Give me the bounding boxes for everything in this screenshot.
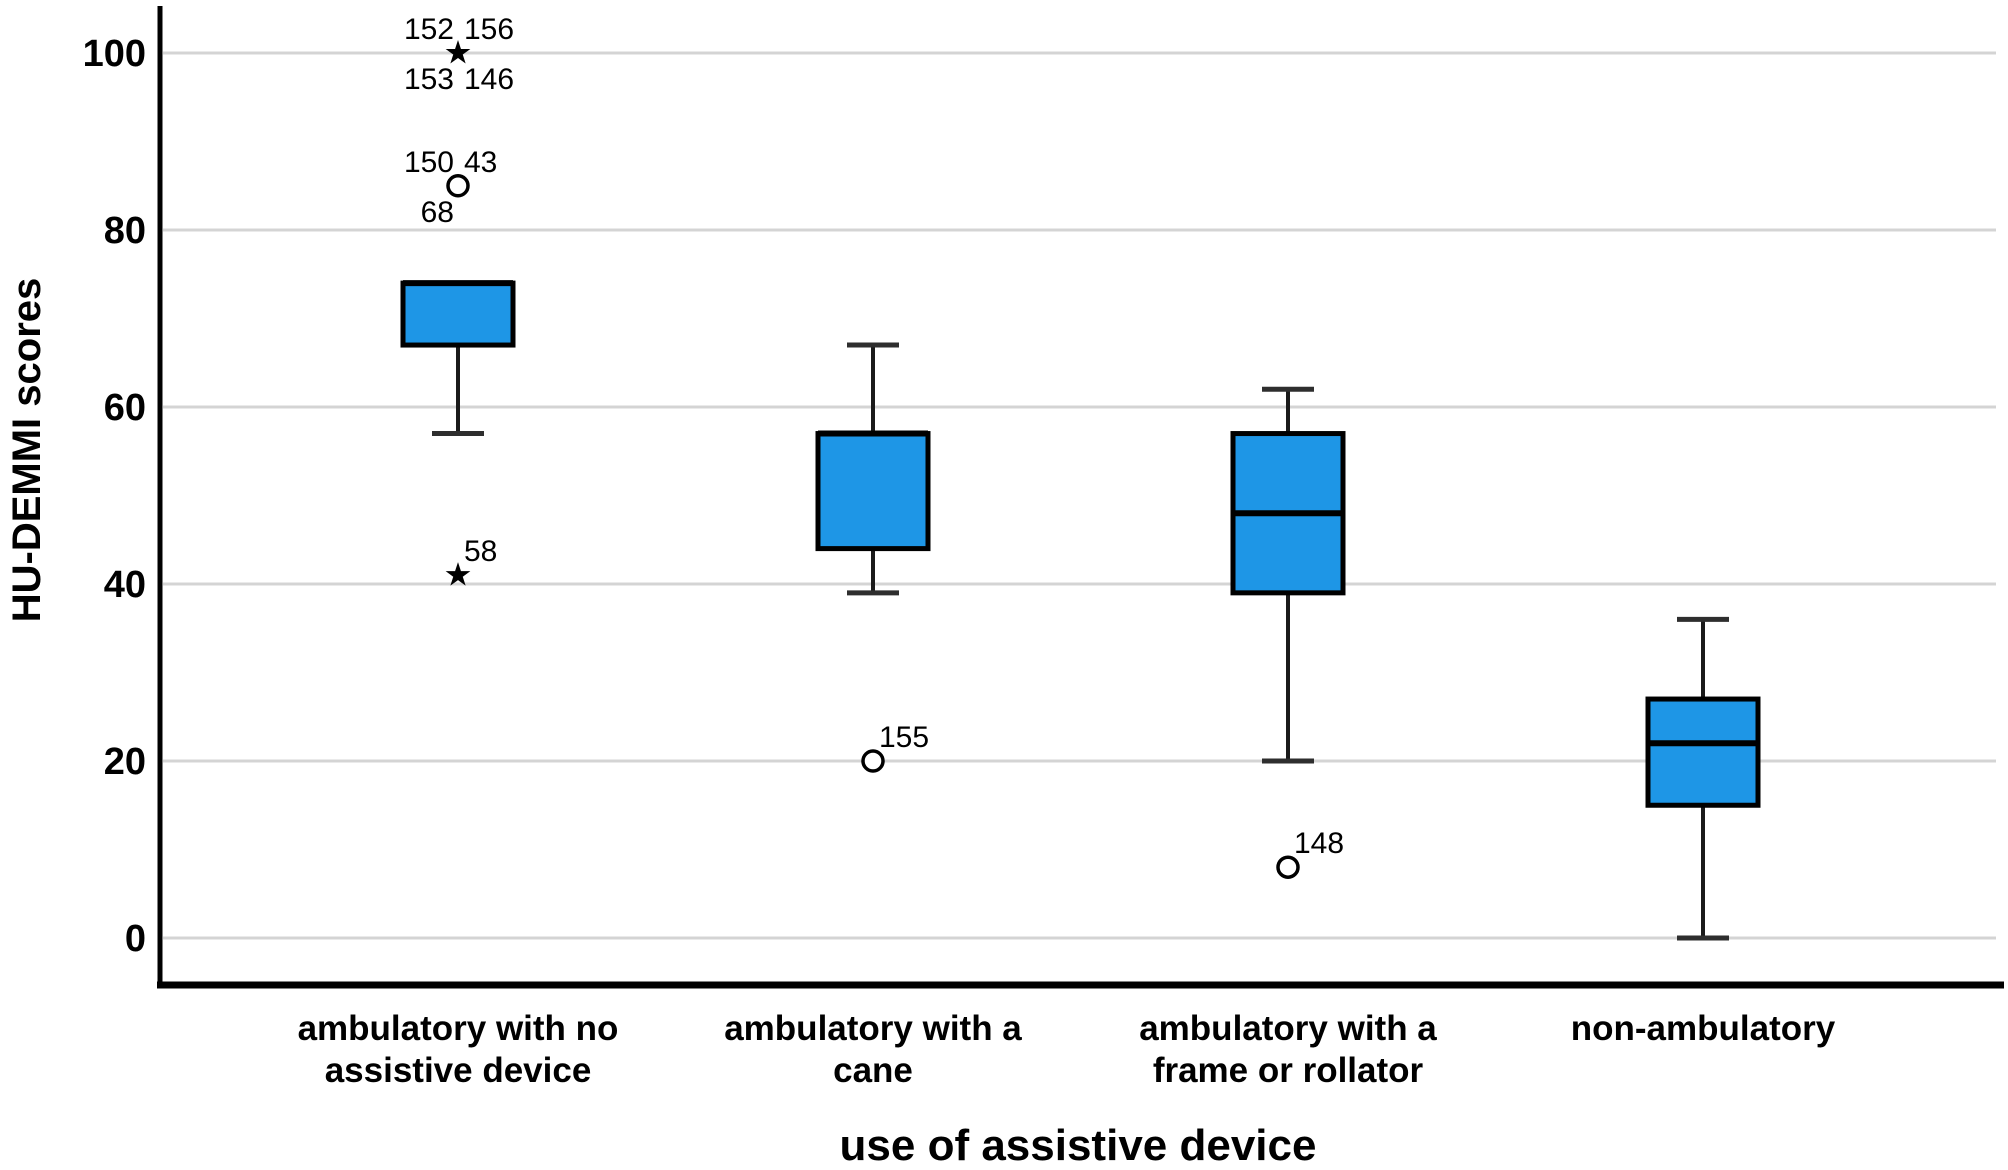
box-group-4: [1645, 616, 1761, 941]
box-group-1: [400, 40, 516, 586]
outlier-case-label: 43: [464, 146, 497, 179]
outlier-case-label: 155: [879, 721, 929, 754]
y-tick-label: 20: [104, 741, 146, 783]
outlier-case-label: 150: [404, 146, 454, 179]
outlier-case-label: 156: [464, 13, 514, 46]
outlier-circle-marker: [861, 749, 885, 773]
y-tick-label: 0: [125, 918, 146, 960]
category-label: cane: [833, 1051, 913, 1090]
outlier-case-label: 153: [404, 63, 454, 96]
iqr-box: [1645, 696, 1761, 808]
outlier-case-label: 58: [464, 535, 497, 568]
y-tick-label: 100: [83, 33, 146, 75]
iqr-box: [400, 280, 516, 348]
box-group-3: [1230, 386, 1346, 879]
category-label: ambulatory with a: [1139, 1009, 1437, 1048]
outlier-star-marker: [445, 562, 471, 586]
y-tick-label: 60: [104, 387, 146, 429]
x-axis-title: use of assistive device: [840, 1121, 1317, 1170]
y-axis-title: HU-DEMMI scores: [5, 278, 49, 623]
category-label: ambulatory with a: [724, 1009, 1022, 1048]
outlier-case-label: 152: [404, 13, 454, 46]
outlier-star-marker: [445, 40, 471, 64]
y-tick-label: 40: [104, 564, 146, 606]
category-label: ambulatory with no: [298, 1009, 619, 1048]
outlier-case-label: 146: [464, 63, 514, 96]
category-label: frame or rollator: [1153, 1051, 1424, 1090]
box-group-2: [815, 342, 931, 773]
outlier-circle-marker: [446, 174, 470, 198]
outlier-circle-marker: [1276, 855, 1300, 879]
outlier-case-label: 148: [1294, 827, 1344, 860]
y-tick-label: 80: [104, 210, 146, 252]
category-label: non-ambulatory: [1571, 1009, 1836, 1048]
outlier-case-label: 68: [421, 196, 454, 229]
iqr-box: [815, 431, 931, 552]
category-label: assistive device: [325, 1051, 592, 1090]
